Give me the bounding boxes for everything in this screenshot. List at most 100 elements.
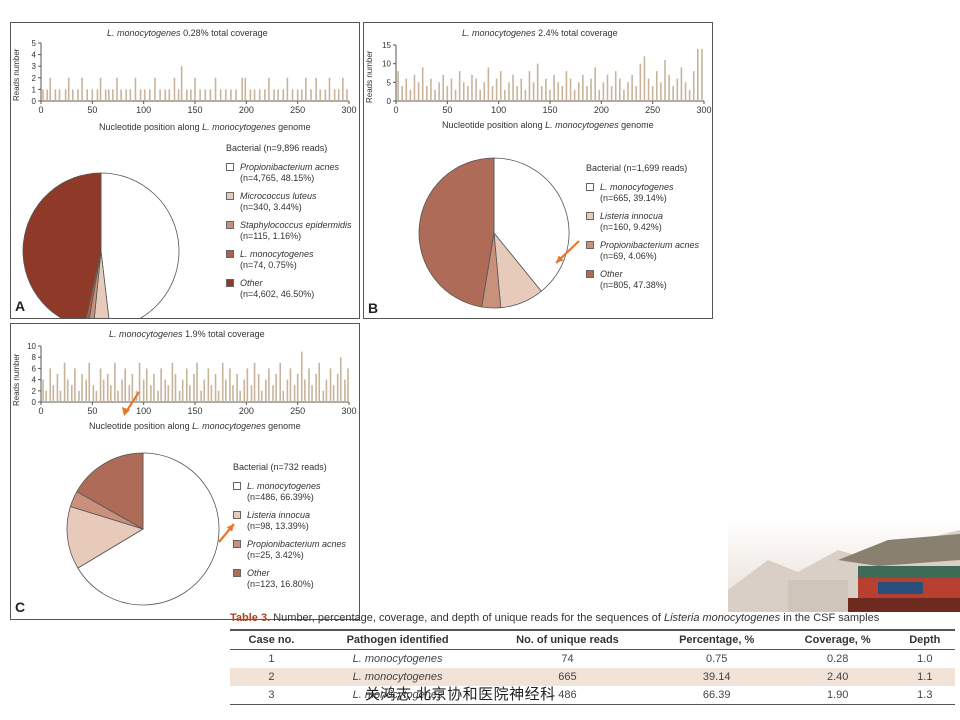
coverage-bar [332, 385, 335, 402]
coverage-bar [606, 74, 609, 101]
coverage-bar [244, 77, 247, 101]
legend-name: L. monocytogenes [247, 481, 321, 491]
coverage-bar [112, 89, 114, 101]
cell-coverage: 2.40 [780, 668, 895, 686]
x-tick-label: 0 [393, 105, 398, 115]
legend-item: Other (n=805, 47.38%) [586, 269, 710, 291]
legend-swatch [233, 511, 241, 519]
coverage-bar [487, 67, 490, 101]
coverage-bar [196, 362, 198, 402]
coverage-bar [471, 74, 473, 101]
x-tick-label: 250 [645, 105, 660, 115]
coverage-bar [701, 48, 703, 101]
coverage-bar [268, 368, 270, 402]
coverage-bar [499, 71, 502, 101]
panel-c-graphics: 0 50 100 150 200 250 300 0 2 4 6 8 10 [27, 342, 357, 606]
coverage-bar [282, 390, 285, 402]
panel-a-graphics: 0 50 100 150 200 250 300 0 1 2 3 4 5 [22, 39, 357, 318]
col-depth: Depth [894, 629, 955, 650]
legend-swatch [226, 250, 234, 258]
legend-name: Listeria innocua [247, 510, 311, 520]
legend-swatch [226, 163, 234, 171]
cell-case: 2 [230, 668, 313, 686]
x-tick-label: 100 [136, 406, 151, 416]
coverage-bar [250, 385, 253, 402]
coverage-bar [164, 89, 167, 101]
coverage-bar [63, 362, 66, 402]
coverage-bar [116, 77, 118, 101]
coverage-bar [401, 86, 403, 101]
y-tick-label: 6 [32, 364, 37, 373]
legend-item: Listeria innocua (n=98, 13.39%) [233, 510, 357, 532]
coverage-bar [635, 86, 638, 101]
coverage-bar [125, 89, 128, 101]
pie-slice [77, 452, 220, 606]
y-tick-label: 5 [32, 39, 37, 48]
coverage-bar [210, 385, 213, 402]
coverage-bar [95, 390, 98, 402]
coverage-bar [193, 374, 195, 402]
coverage-bar [647, 78, 650, 101]
panel-c-xlabel: Nucleotide position along L. monocytogen… [89, 421, 301, 431]
coverage-bar [462, 82, 465, 101]
coverage-bar [114, 362, 116, 402]
coverage-bar [296, 374, 299, 402]
coverage-bar [520, 78, 523, 101]
y-tick-label: 2 [32, 74, 37, 83]
panel-a-title: L. monocytogenes 0.28% total coverage [107, 28, 268, 38]
coverage-bar [528, 71, 531, 101]
coverage-bar [536, 63, 539, 101]
coverage-bar [229, 368, 231, 402]
watermark: 关鸿志 北京协和医院神经科 [365, 686, 556, 703]
x-tick-label: 100 [136, 105, 151, 115]
coverage-bar [598, 89, 601, 101]
coverage-bar [512, 74, 514, 101]
legend-swatch [586, 183, 594, 191]
cell-coverage: 1.90 [780, 686, 895, 705]
cell-case: 3 [230, 686, 313, 705]
coverage-bar [430, 78, 432, 101]
cell-pathogen: L. monocytogenes [312, 668, 483, 686]
coverage-bar [235, 89, 237, 101]
coverage-bar [142, 379, 145, 402]
coverage-bar [129, 89, 132, 101]
x-tick-label: 0 [38, 105, 43, 115]
coverage-bar [651, 86, 654, 101]
coverage-bar [286, 77, 289, 101]
panel-a-xlabel: Nucleotide position along L. monocytogen… [99, 122, 311, 132]
coverage-bar [139, 89, 142, 101]
coverage-bar [417, 82, 420, 101]
x-tick-label: 50 [442, 105, 452, 115]
y-tick-label: 2 [32, 387, 37, 396]
legend-count: (n=340, 3.44%) [240, 202, 302, 212]
cell-pathogen: L. monocytogenes [352, 653, 443, 665]
legend-item: L. monocytogenes (n=665, 39.14%) [586, 182, 710, 204]
y-tick-label: 4 [32, 51, 37, 60]
panel-a-legend: Bacterial (n=9,896 reads) Propionibacter… [226, 143, 356, 307]
x-tick-label: 150 [542, 105, 557, 115]
coverage-bar [96, 89, 99, 101]
coverage-bar [524, 89, 527, 101]
coverage-bar [569, 78, 572, 101]
panel-c-legend-header: Bacterial (n=732 reads) [233, 462, 327, 472]
coverage-bar [339, 357, 342, 402]
cell-percentage: 39.14 [652, 668, 781, 686]
legend-name: Listeria innocua [600, 211, 664, 221]
coverage-bar [454, 89, 457, 101]
coverage-bar [265, 379, 267, 402]
coverage-bar [42, 89, 44, 101]
coverage-bar [128, 385, 131, 402]
coverage-bar [325, 379, 328, 402]
cell-percentage: 0.75 [705, 653, 728, 665]
legend-count: (n=665, 39.14%) [600, 193, 667, 203]
y-tick-label: 0 [32, 97, 37, 106]
coverage-bar [174, 374, 177, 402]
y-tick-label: 1 [32, 85, 37, 94]
coverage-bar [71, 385, 73, 402]
coverage-bar [442, 74, 445, 101]
legend-count: (n=74, 0.75%) [240, 260, 297, 270]
coverage-bar [426, 86, 428, 101]
coverage-bar [189, 385, 191, 402]
x-tick-label: 200 [594, 105, 609, 115]
coverage-bar [194, 77, 196, 101]
